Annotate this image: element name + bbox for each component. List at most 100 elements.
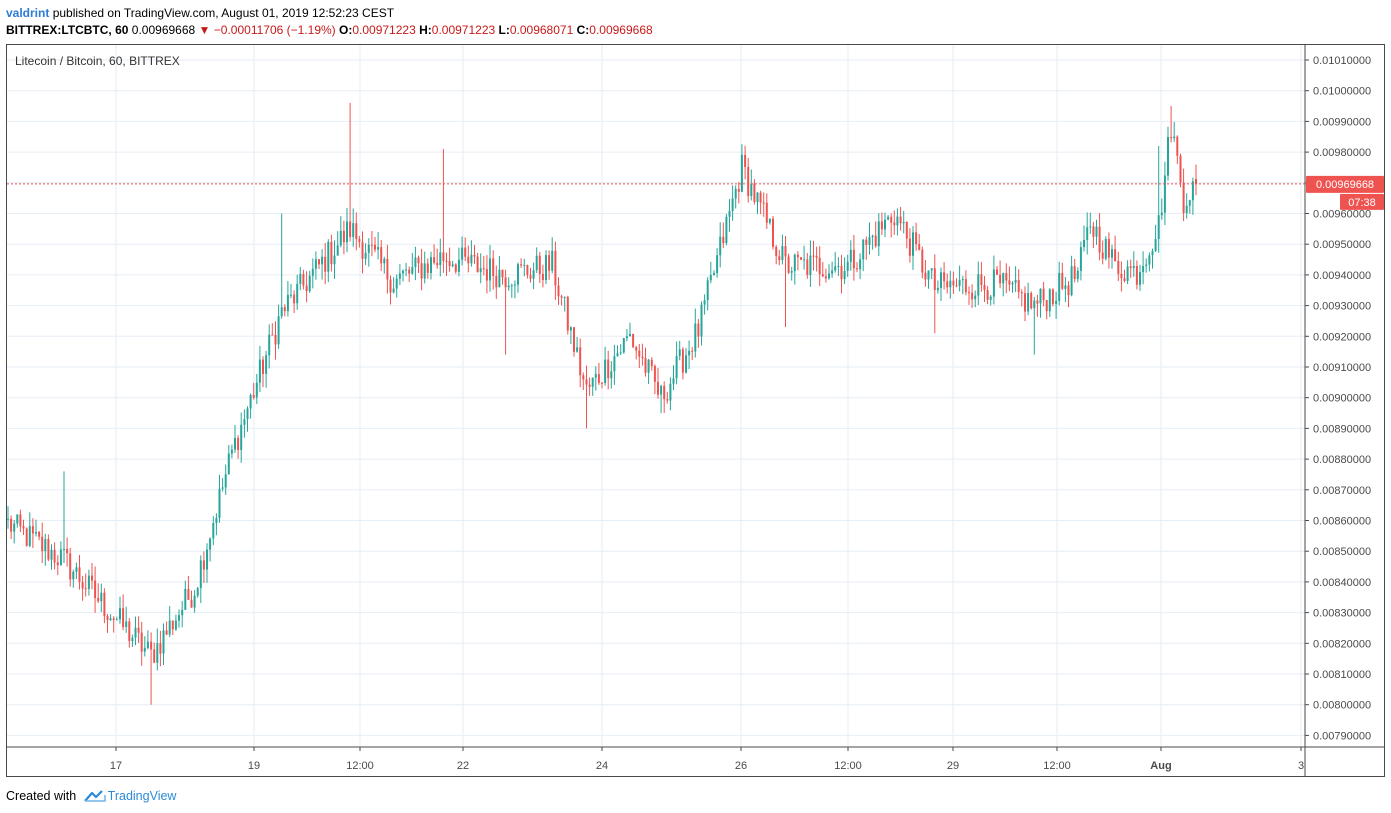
candle-body [290,294,292,296]
candle-body [212,523,215,539]
candle-body [949,280,952,288]
candle-body [591,377,594,387]
candle-body [915,232,918,245]
candle-body [890,216,893,223]
candle-body [457,259,460,272]
candle-body [91,575,93,581]
candle-body [510,285,513,287]
candle-body [299,273,302,284]
candle-body [672,378,675,384]
candle-body [837,265,840,267]
candle-body [342,230,345,243]
quote-line: BITTREX:LTCBTC, 60 0.00969668 ▼ −0.00011… [6,23,653,37]
candle-body [725,216,728,244]
y-tick-label: 0.00980000 [1313,147,1371,159]
candle-body [293,294,296,304]
candle-body [632,333,635,348]
y-tick-label: 0.00810000 [1313,669,1371,681]
candle-body [330,241,333,265]
candle-body [209,538,212,550]
candle-body [122,608,125,627]
candle-body [800,257,802,260]
candle-body [762,202,765,204]
candle-body [535,255,538,271]
candle-body [887,216,890,220]
candle-body [255,382,258,398]
candle-body [498,269,501,288]
candle-body [451,264,454,267]
candle-body [1114,249,1117,261]
candle-body [831,270,834,274]
candle-body [719,236,722,256]
candle-body [140,632,143,652]
tradingview-link[interactable]: TradingView [107,789,177,803]
candle-body [604,359,607,383]
candle-body [1017,280,1020,293]
candle-body [921,249,924,273]
close-label: C: [576,23,590,37]
candle-body [999,274,1002,284]
candle-body [610,371,613,379]
candle-body [1120,273,1123,279]
candle-body [333,255,336,265]
candle-body [818,257,821,275]
low-label: L: [498,23,510,37]
candle-body [1170,137,1173,139]
candle-body [622,338,625,353]
candle-body [327,241,330,272]
candle-body [856,268,858,270]
candle-body [479,268,482,273]
candle-body [361,242,364,259]
candle-body [482,268,485,270]
candle-body [336,245,339,256]
candle-body [709,275,712,281]
footer: Created with TradingView [6,788,176,804]
candle-body [448,261,451,267]
author-name[interactable]: valdrint [6,6,50,20]
candle-body [1045,300,1048,312]
candle-body [436,262,439,266]
candle-body [35,531,37,534]
candle-body [747,166,750,196]
candle-body [234,438,236,450]
candle-body [346,221,348,243]
y-tick-label: 0.00960000 [1313,209,1371,221]
candle-body [364,252,367,259]
candle-body [59,549,62,566]
candle-body [305,285,308,292]
candle-body [202,560,205,570]
candle-body [507,285,510,288]
candle-body [986,290,989,300]
candle-body [1182,182,1185,213]
candle-body [557,285,560,297]
candle-body [520,264,523,266]
candle-body [1039,288,1042,304]
candle-body [174,620,177,630]
candle-body [759,192,762,203]
candle-body [184,588,187,610]
candle-body [1101,252,1104,259]
candle-body [977,274,980,296]
candle-body [1095,226,1098,237]
candle-body [53,549,56,563]
candle-body [526,265,529,276]
y-tick-label: 0.00820000 [1313,638,1371,650]
chart-frame[interactable] [6,44,1385,777]
candle-body [405,269,408,271]
candle-body [171,620,174,630]
candle-body [952,280,955,286]
candle-body [1142,266,1145,273]
candle-body [703,300,706,305]
candle-body [178,615,180,621]
candle-body [224,474,227,488]
candle-body [716,255,719,273]
candle-body [470,254,473,264]
current-price-badge [1306,175,1384,193]
open-value: 0.00971223 [352,23,416,37]
candle-body [1002,273,1005,284]
x-tick-label: Aug [1150,760,1171,772]
candle-body [613,356,616,372]
candle-body [109,618,112,620]
candle-body [865,239,868,245]
